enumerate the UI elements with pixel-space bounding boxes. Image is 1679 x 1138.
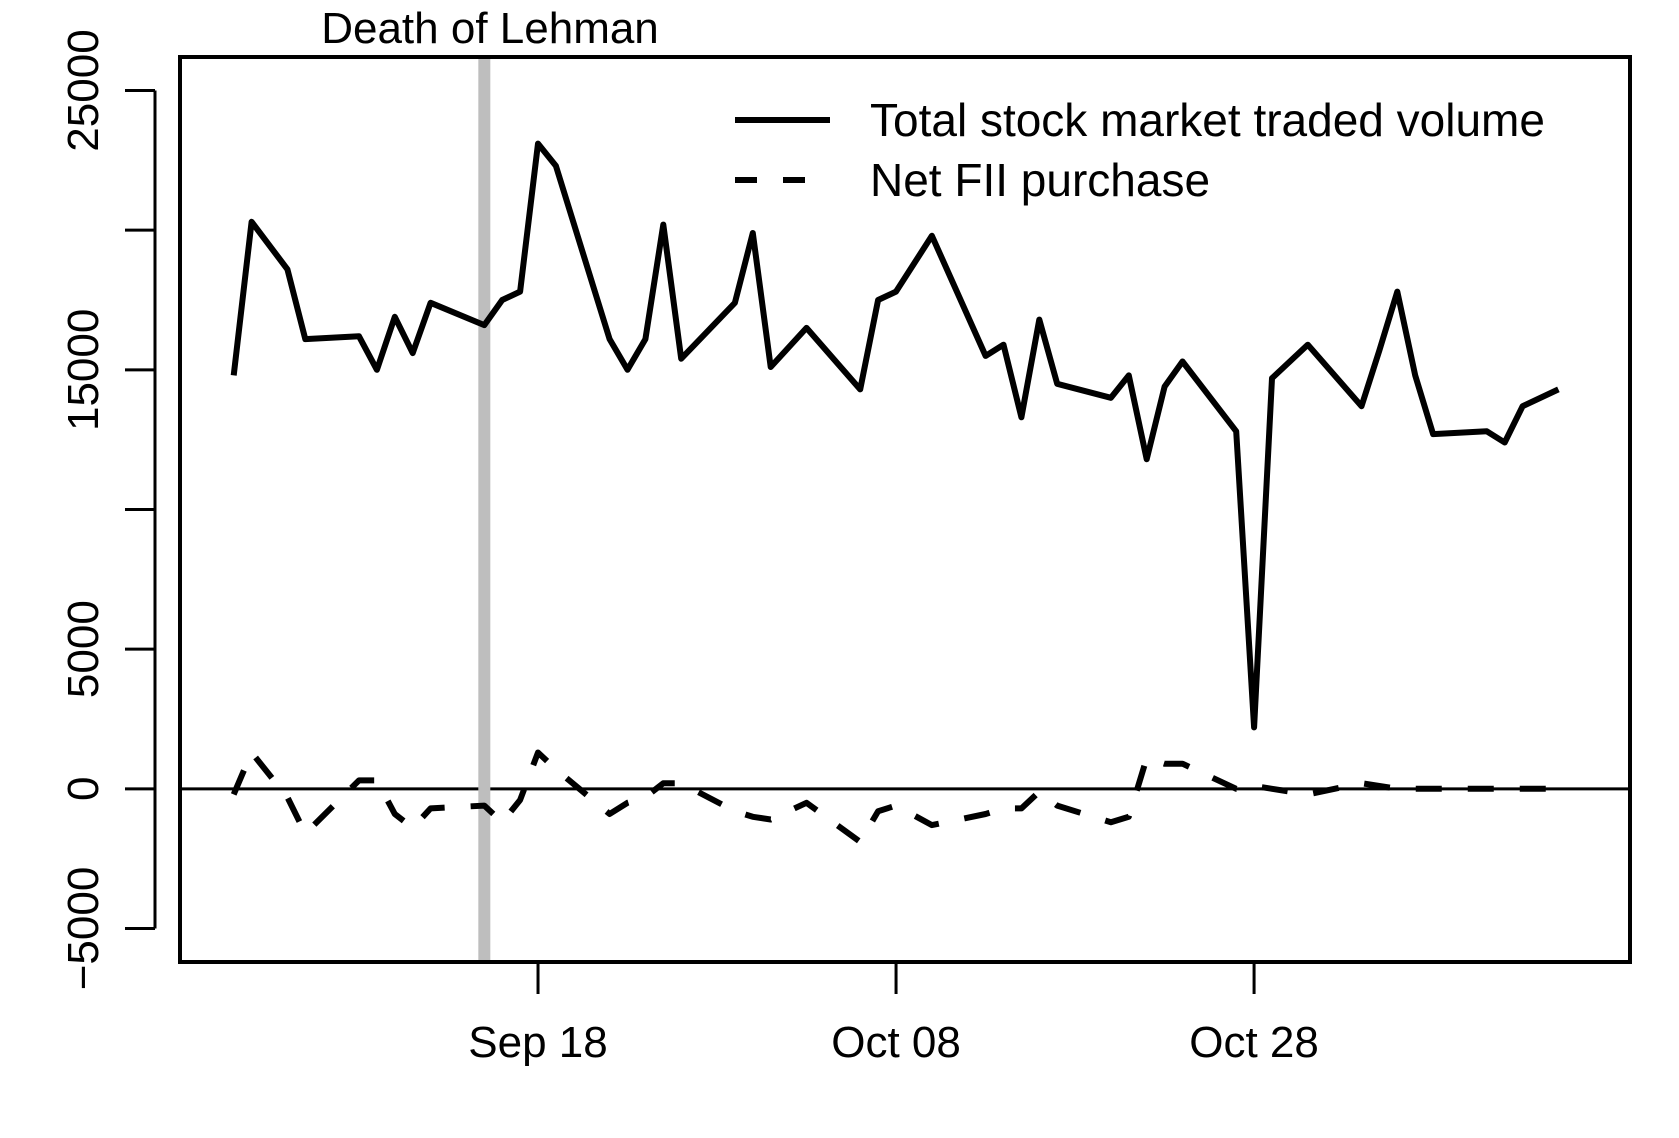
x-tick-label: Sep 18 [468, 1018, 607, 1067]
y-tick-label: 25000 [59, 29, 108, 151]
y-axis: −5000 0 5000 15000 25000 [59, 29, 157, 991]
legend-label: Net FII purchase [870, 154, 1210, 206]
y-tick-label: 0 [59, 777, 108, 801]
plot-frame [178, 55, 1632, 964]
x-tick-label: Oct 28 [1189, 1018, 1319, 1067]
series-line-total-volume [230, 140, 1560, 731]
plot-area [180, 57, 1630, 962]
y-tick-label: 15000 [59, 309, 108, 431]
y-tick-label: −5000 [59, 867, 108, 991]
y-tick-label: 5000 [59, 600, 108, 698]
x-tick-label: Oct 08 [831, 1018, 961, 1067]
x-axis: Sep 18 Oct 08 Oct 28 [468, 962, 1319, 1067]
legend-label: Total stock market traded volume [870, 94, 1545, 146]
series-line-net-fii [230, 749, 1559, 845]
annotation-label: Death of Lehman [321, 4, 659, 53]
legend: Total stock market traded volume Net FII … [735, 94, 1545, 206]
